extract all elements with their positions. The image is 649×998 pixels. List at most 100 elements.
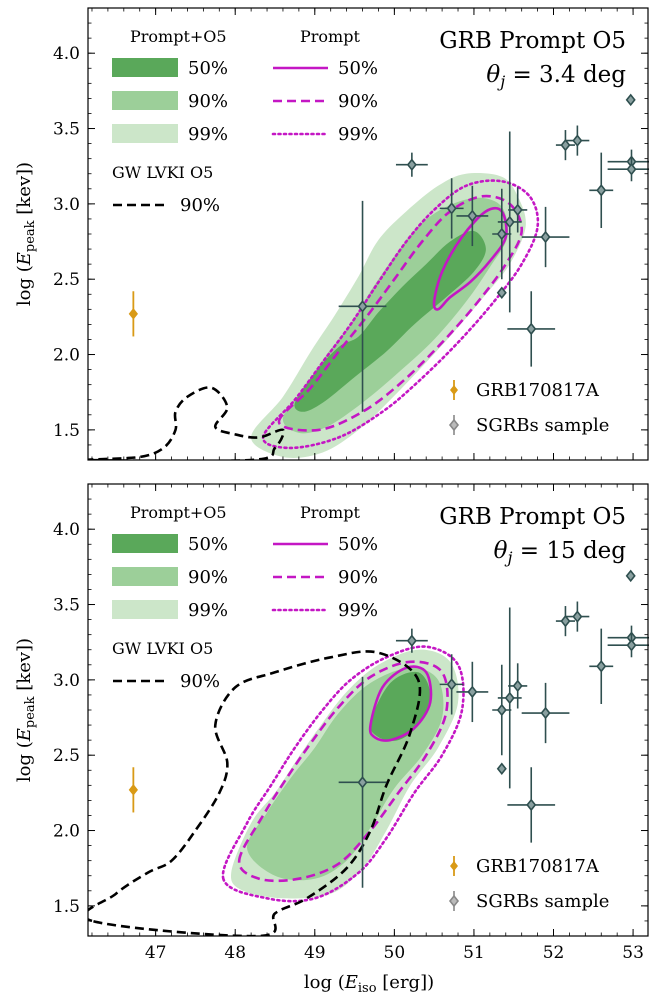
legend-swatch <box>112 534 178 553</box>
legend-label: GRB170817A <box>476 380 600 401</box>
legend-swatch <box>112 600 178 619</box>
sgrb-point <box>406 634 417 647</box>
y-tick-label: 2.5 <box>53 270 80 290</box>
sgrb-point <box>357 776 368 789</box>
legend-label: 99% <box>188 124 228 145</box>
contour-prompt-50 <box>368 665 433 742</box>
panel-title: GRB Prompt O5 <box>439 28 626 54</box>
sgrb-point <box>467 685 478 699</box>
y-tick-label: 3.0 <box>53 195 80 215</box>
contour-prompt-o5-50 <box>294 230 486 412</box>
y-tick-label: 1.5 <box>53 897 80 917</box>
sgrb-point <box>357 300 368 313</box>
sgrb-point <box>596 660 607 673</box>
legend-marker <box>450 385 458 395</box>
top-panel: 1.5 2.0 2.5 3.0 3.5 4.0 log (Epeak [kev]) GRB P… <box>14 7 649 461</box>
y-tick-label: 1.5 <box>53 421 80 441</box>
plot-area <box>88 93 649 460</box>
sgrb-point <box>560 138 571 152</box>
grb170817a-point <box>128 784 138 796</box>
sgrb-point <box>512 203 523 217</box>
sgrb-point <box>496 286 507 300</box>
legend-marker <box>450 861 458 871</box>
sgrb-point <box>625 569 636 583</box>
contour-prompt-90 <box>237 660 449 883</box>
y-tick-label: 3.0 <box>53 671 80 691</box>
sgrb-point <box>504 691 515 705</box>
legend-label: 90% <box>338 91 378 112</box>
legend-label: 50% <box>188 58 228 79</box>
y-tick-label: 3.5 <box>53 120 80 140</box>
panel-subtitle: θj = 3.4 deg <box>486 62 626 91</box>
y-axis-label: log (Epeak [kev]) <box>14 162 38 306</box>
sgrb-point <box>496 762 507 776</box>
legend-label: 99% <box>338 124 378 145</box>
legend-label: SGRBs sample <box>476 415 609 436</box>
x-tick-label: 49 <box>304 943 326 963</box>
sgrb-point <box>526 798 537 812</box>
legend-label: 90% <box>188 91 228 112</box>
legend-marker <box>448 894 460 908</box>
sgrb-point <box>596 184 607 197</box>
sgrb-point <box>540 230 551 244</box>
x-tick-label: 53 <box>622 943 644 963</box>
legend-label: 90% <box>188 567 228 588</box>
sgrb-point <box>540 706 551 720</box>
y-tick-label: 4.0 <box>53 44 80 64</box>
sgrb-point <box>406 158 417 171</box>
sgrb-point <box>625 93 636 107</box>
legend-col1-title: Prompt+O5 <box>130 27 227 46</box>
contour-gw-90 <box>88 650 422 936</box>
legend-label: 50% <box>338 58 378 79</box>
sgrb-point <box>560 614 571 628</box>
sgrb-point <box>467 209 478 223</box>
x-tick-label: 47 <box>145 943 167 963</box>
sgrb-point <box>572 134 583 147</box>
legend-label: 90% <box>180 671 220 692</box>
contour-prompt-50 <box>432 206 508 311</box>
legend-col3-title: GW LVKI O5 <box>112 163 213 182</box>
y-tick-label: 2.5 <box>53 746 80 766</box>
y-axis-label: log (Epeak [kev]) <box>14 638 38 782</box>
legend-label: 50% <box>338 534 378 555</box>
sgrb-point <box>512 679 523 693</box>
sgrb-point <box>504 215 515 229</box>
legend-label: 99% <box>338 600 378 621</box>
legend-col2-title: Prompt <box>300 27 360 46</box>
x-axis-label: log (Eiso [erg]) <box>304 972 434 996</box>
legend-swatch <box>112 567 178 586</box>
y-tick-label: 2.0 <box>53 346 80 366</box>
sgrb-point <box>526 322 537 336</box>
legend-label: 90% <box>180 195 220 216</box>
x-tick-label: 51 <box>463 943 485 963</box>
legend-swatch <box>112 124 178 143</box>
legend-swatch <box>112 91 178 110</box>
contour-prompt-o5-50 <box>370 671 431 741</box>
contour-prompt-99 <box>221 645 465 903</box>
sgrb-point <box>446 202 457 215</box>
contour-gw-90 <box>88 386 285 460</box>
legend-label: 90% <box>338 567 378 588</box>
y-tick-label: 3.5 <box>53 596 80 616</box>
legend-label: 99% <box>188 600 228 621</box>
x-tick-label: 48 <box>224 943 246 963</box>
panel-title: GRB Prompt O5 <box>439 504 626 530</box>
x-tick-label: 50 <box>384 943 406 963</box>
legend-col3-title: GW LVKI O5 <box>112 639 213 658</box>
sgrb-point <box>626 162 637 176</box>
legend-label: GRB170817A <box>476 856 600 877</box>
legend-swatch <box>112 58 178 77</box>
x-tick-label: 52 <box>543 943 565 963</box>
y-tick-label: 2.0 <box>53 822 80 842</box>
sgrb-point <box>496 703 507 717</box>
legend-label: 50% <box>188 534 228 555</box>
legend-marker <box>448 418 460 432</box>
grb170817a-point <box>128 308 138 320</box>
sgrb-point <box>626 638 637 652</box>
contour-prompt-99 <box>261 179 540 450</box>
plot-area <box>88 569 649 936</box>
legend-label: SGRBs sample <box>476 891 609 912</box>
bottom-panel: 47 48 49 50 51 52 53 1.5 2.0 2.5 3.0 3.5 4.0 log (Epe… <box>14 483 649 963</box>
sgrb-point <box>572 610 583 623</box>
